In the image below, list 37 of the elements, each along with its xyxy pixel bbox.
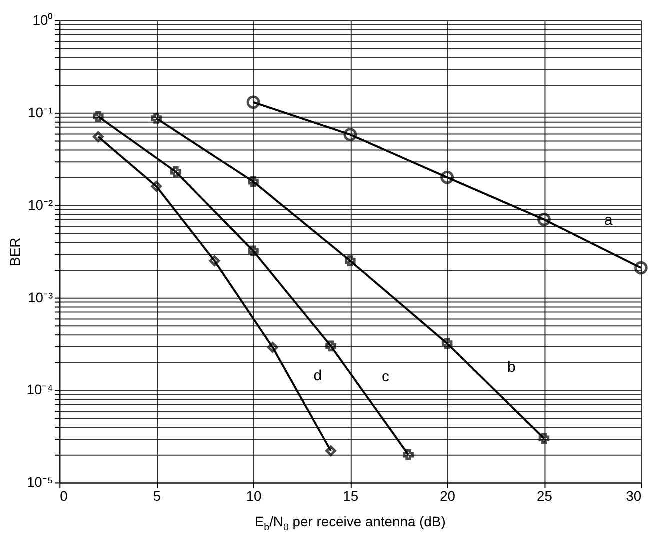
y-tick-label: 10⁻⁴ [26, 382, 54, 398]
point [440, 170, 454, 184]
point [267, 342, 278, 353]
point [403, 449, 414, 460]
x-tick-label: 0 [60, 488, 68, 504]
series-label: d [314, 368, 322, 384]
point [248, 246, 259, 257]
x-tick-label: 25 [536, 488, 553, 504]
x-tick-label: 5 [153, 488, 162, 504]
x-tick-label: 20 [440, 488, 456, 504]
series-label: b [508, 360, 516, 376]
x-tick-label: 30 [626, 488, 642, 504]
point [93, 111, 104, 122]
point [151, 113, 162, 124]
point [209, 256, 220, 266]
y-axis-title: BER [6, 238, 23, 266]
point [93, 132, 104, 142]
point [246, 96, 260, 110]
point [248, 176, 259, 188]
point [151, 181, 162, 192]
point [326, 340, 336, 352]
point [326, 446, 336, 456]
x-tick-label: 10 [246, 488, 262, 504]
point [344, 128, 358, 142]
point [538, 213, 551, 226]
point [538, 433, 550, 444]
y-tick-label: 10⁻² [28, 196, 54, 213]
series-label: c [382, 370, 390, 386]
point [442, 338, 453, 349]
point [634, 261, 648, 275]
point [344, 256, 356, 266]
y-tick-label: 10⁰ [32, 12, 54, 28]
y-tick-label: 10⁻⁵ [26, 474, 54, 490]
y-tick-label: 10⁻³ [28, 289, 54, 306]
x-tick-label: 15 [343, 488, 359, 504]
point [170, 166, 182, 178]
y-tick-label: 10⁻¹ [28, 104, 54, 120]
